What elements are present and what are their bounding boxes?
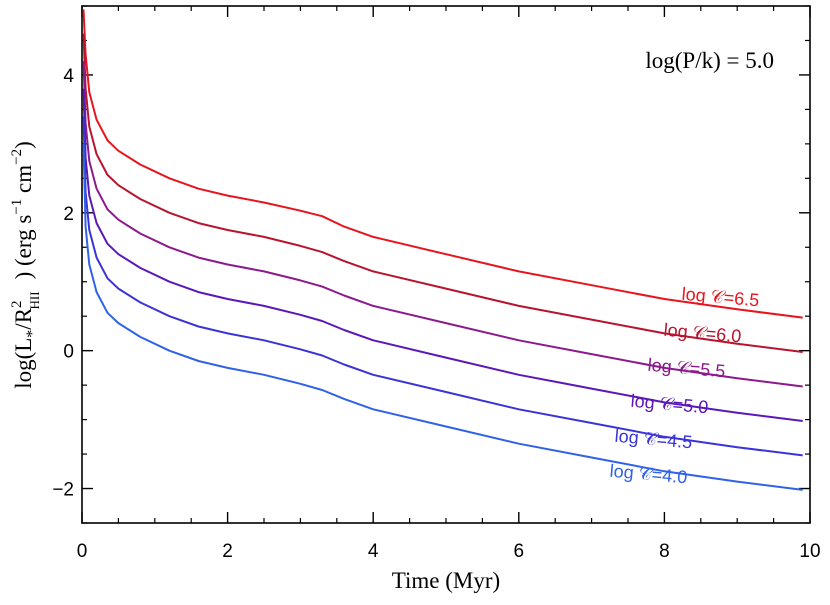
series-line-1	[82, 33, 803, 353]
y-title-sup2: 2	[9, 300, 25, 308]
y-tick-label-4: 4	[63, 66, 74, 87]
series-line-4	[82, 116, 803, 457]
y-tick-label-2: 2	[63, 204, 74, 225]
series-label-5-0: log 𝒞=5.0	[630, 391, 709, 418]
y-title-sub-hii: HII	[27, 291, 42, 309]
y-title-prefix: log(L	[11, 338, 36, 389]
series-line-3	[82, 88, 803, 422]
y-tick-label-minus2: −2	[52, 480, 74, 501]
series-line-2	[82, 61, 803, 388]
x-tick-label-8: 8	[659, 541, 670, 562]
series-lines	[82, 9, 803, 491]
y-tick-label-0: 0	[63, 342, 74, 363]
series-label-4-5: log 𝒞=4.5	[614, 426, 693, 453]
y-axis-title: log(L*/R2 HII ) (erg s−1 cm−2)	[9, 141, 42, 389]
series-line-5	[82, 143, 803, 491]
y-title-units-mid: cm	[11, 165, 36, 199]
series-label-6-0: log 𝒞=6.0	[663, 320, 742, 347]
y-title-sup-m1: −1	[9, 199, 25, 215]
x-tick-label-10: 10	[799, 541, 820, 562]
y-title-sup-m2: −2	[9, 149, 25, 165]
x-axis-title: Time (Myr)	[392, 568, 500, 593]
y-title-star: *	[24, 330, 41, 338]
axis-ticks	[81, 5, 811, 524]
y-title-units-pre: ) (erg s	[11, 215, 36, 280]
x-tick-label-0: 0	[77, 541, 88, 562]
series-line-0	[82, 9, 803, 319]
y-title-slash: /R	[11, 307, 36, 329]
series-label-6-5: log 𝒞=6.5	[681, 284, 760, 311]
x-tick-label-4: 4	[368, 541, 379, 562]
x-tick-label-6: 6	[514, 541, 525, 562]
y-title-units-post: )	[11, 141, 36, 149]
pressure-annotation: log(P/k) = 5.0	[645, 48, 774, 73]
series-label-4-0: log 𝒞=4.0	[609, 461, 688, 488]
x-tick-label-2: 2	[222, 541, 233, 562]
series-label-5-5: log 𝒞=5.5	[647, 355, 726, 382]
plot-frame	[81, 5, 811, 524]
